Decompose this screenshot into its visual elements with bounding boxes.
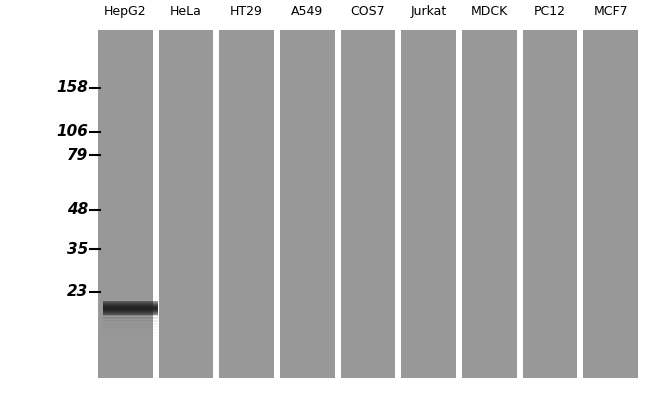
Bar — [103, 312, 157, 313]
Text: 79: 79 — [67, 148, 88, 163]
Bar — [103, 336, 157, 337]
Bar — [103, 324, 157, 325]
Text: A549: A549 — [291, 5, 324, 18]
Text: Jurkat: Jurkat — [411, 5, 447, 18]
Text: MCF7: MCF7 — [593, 5, 628, 18]
Bar — [153, 306, 157, 308]
Bar — [103, 310, 157, 311]
Bar — [103, 313, 157, 314]
Text: 23: 23 — [67, 285, 88, 300]
Bar — [103, 321, 157, 322]
Bar — [153, 311, 157, 313]
Bar — [98, 30, 153, 378]
Bar — [523, 30, 577, 378]
Bar — [159, 30, 213, 378]
Text: 106: 106 — [56, 125, 88, 140]
Text: MDCK: MDCK — [471, 5, 508, 18]
Bar — [103, 308, 157, 309]
Text: COS7: COS7 — [351, 5, 385, 18]
Bar — [341, 30, 395, 378]
Bar — [103, 323, 157, 324]
Bar — [103, 311, 157, 312]
Bar — [153, 308, 157, 309]
Text: HepG2: HepG2 — [104, 5, 147, 18]
Bar — [103, 334, 157, 336]
Bar — [103, 318, 157, 319]
Text: 158: 158 — [56, 81, 88, 95]
Bar — [219, 30, 274, 378]
Bar — [103, 330, 157, 331]
Bar — [103, 306, 157, 307]
Bar — [401, 30, 456, 378]
Bar — [103, 315, 157, 316]
Bar — [153, 306, 157, 308]
Bar — [103, 333, 157, 334]
Bar — [153, 309, 157, 311]
Bar — [103, 316, 157, 318]
Text: 48: 48 — [67, 202, 88, 217]
Bar — [103, 303, 157, 304]
Bar — [103, 301, 157, 302]
Bar — [583, 30, 638, 378]
Bar — [153, 309, 157, 310]
Bar — [103, 315, 157, 316]
Bar — [103, 327, 157, 328]
Bar — [153, 308, 157, 310]
Text: 35: 35 — [67, 242, 88, 257]
Bar — [103, 307, 157, 308]
Bar — [153, 311, 157, 312]
Bar — [280, 30, 335, 378]
Text: PC12: PC12 — [534, 5, 566, 18]
Bar — [103, 314, 157, 315]
Bar — [103, 319, 157, 321]
Bar — [103, 331, 157, 332]
Bar — [153, 310, 157, 311]
Bar — [103, 309, 157, 310]
Text: HeLa: HeLa — [170, 5, 202, 18]
Bar — [153, 307, 157, 308]
Bar — [103, 305, 157, 306]
Text: HT29: HT29 — [230, 5, 263, 18]
Bar — [103, 302, 157, 303]
Bar — [103, 304, 157, 305]
Bar — [462, 30, 517, 378]
